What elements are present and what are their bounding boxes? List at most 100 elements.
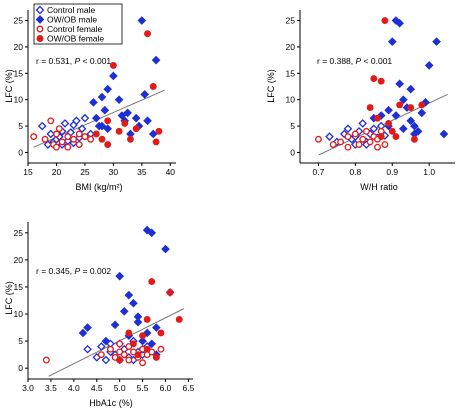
x-tick-label-0p9: 0.9 [386, 167, 398, 177]
point-ow-ob-female [132, 125, 140, 133]
legend-marker-ow-ob-female [36, 35, 44, 42]
legend-markers [35, 5, 45, 42]
legend-label-owob-female: OW/OB female [47, 34, 104, 44]
x-tick-label-3p5: 3.5 [45, 383, 57, 393]
point-ow-ob-male [91, 113, 101, 123]
y-tick-label-10: 10 [14, 95, 24, 105]
bmi-y-axis-title: LFC (%) [4, 69, 14, 103]
point-ow-ob-male [399, 95, 408, 105]
point-ow-ob-male [424, 61, 434, 70]
point-control-female [53, 143, 60, 151]
point-control-female [70, 135, 77, 143]
y-tick-label-25: 25 [286, 16, 296, 26]
point-ow-ob-female [385, 119, 393, 127]
point-ow-ob-male [421, 98, 430, 107]
point-ow-ob-male [115, 271, 124, 281]
point-ow-ob-male [103, 124, 113, 134]
point-ow-ob-male [143, 116, 152, 126]
point-ow-ob-male [147, 339, 157, 349]
point-control-female [30, 133, 38, 141]
x-tick-label-4p5: 4.5 [91, 383, 103, 393]
point-ow-ob-male [129, 298, 138, 308]
y-tick-label-5: 5 [18, 336, 23, 346]
point-ow-ob-female [149, 83, 157, 90]
point-ow-ob-female [175, 315, 183, 323]
point-control-female [125, 356, 133, 364]
x-tick-label-5: 5.0 [114, 383, 126, 393]
x-tick-label-35: 35 [137, 167, 147, 177]
point-control-female [329, 141, 337, 148]
point-ow-ob-male [399, 124, 408, 134]
point-ow-ob-male [148, 129, 158, 139]
point-ow-ob-male [114, 95, 124, 105]
point-ow-ob-male [387, 37, 397, 46]
x-tick-label-5p5: 5.5 [137, 383, 149, 393]
point-ow-ob-male [137, 16, 147, 25]
point-ow-ob-female [396, 101, 404, 109]
point-ow-ob-female [152, 353, 160, 361]
point-ow-ob-male [384, 105, 393, 115]
y-tick-label-5: 5 [18, 121, 23, 131]
x-tick-label-6p5: 6.5 [183, 383, 195, 393]
point-control-male [46, 129, 56, 139]
point-control-female [315, 135, 322, 143]
point-ow-ob-male [151, 55, 161, 65]
x-tick-label-30: 30 [109, 167, 119, 177]
point-ow-ob-male [119, 307, 129, 316]
y-tick-label-20: 20 [286, 42, 296, 52]
point-ow-ob-male [439, 129, 449, 139]
x-tick-label-0p8: 0.8 [349, 167, 361, 177]
y-tick-label-15: 15 [14, 282, 24, 292]
point-control-female [344, 143, 352, 151]
point-control-female [97, 351, 105, 359]
point-ow-ob-female [410, 135, 418, 143]
point-ow-ob-male [97, 121, 107, 131]
x-tick-label-3: 3.0 [22, 383, 34, 393]
hba1c-correlation-text: r = 0.345, P = 0.002 [36, 266, 111, 276]
point-ow-ob-male [133, 312, 143, 322]
point-control-female [381, 141, 389, 148]
x-tick-label-1: 1.0 [423, 167, 435, 177]
y-tick-label-15: 15 [286, 68, 296, 78]
point-ow-ob-male [410, 121, 419, 131]
point-ow-ob-female [115, 127, 123, 135]
point-control-female [75, 141, 83, 148]
point-ow-ob-male [140, 90, 150, 99]
legend-label-control-female: Control female [47, 24, 103, 34]
point-ow-ob-female [143, 345, 151, 353]
bmi-correlation-text: r = 0.531, P < 0.001 [36, 56, 111, 66]
y-tick-label-20: 20 [14, 255, 24, 265]
point-ow-ob-female [157, 329, 165, 337]
point-ow-ob-male [406, 116, 416, 126]
point-ow-ob-male [395, 18, 404, 28]
point-control-female [75, 130, 83, 138]
point-ow-ob-male [152, 323, 161, 332]
y-tick-label-0: 0 [18, 147, 23, 157]
point-control-female [355, 141, 363, 148]
point-control-male [83, 344, 92, 354]
point-control-female [81, 133, 89, 141]
point-ow-ob-male [395, 79, 404, 89]
y-tick-label-25: 25 [14, 16, 24, 26]
point-ow-ob-female [366, 104, 374, 112]
point-control-female [41, 135, 49, 143]
point-control-female [87, 135, 95, 143]
point-control-female [366, 138, 374, 146]
point-ow-ob-male [83, 323, 92, 332]
point-ow-ob-female [92, 130, 100, 138]
point-control-female [107, 345, 114, 353]
point-control-female [58, 138, 66, 146]
wh-correlation-text: r = 0.388, P < 0.001 [317, 56, 392, 66]
y-tick-label-10: 10 [14, 309, 24, 319]
point-control-female [362, 127, 370, 135]
legend-marker-control-male [35, 5, 45, 15]
point-ow-ob-male [432, 37, 441, 46]
point-control-female [42, 356, 50, 364]
point-ow-ob-male [103, 84, 113, 94]
point-ow-ob-male [97, 92, 107, 102]
point-ow-ob-female [152, 138, 160, 146]
point-ow-ob-female [98, 135, 106, 143]
wh-x-axis-title: W/H ratio [360, 182, 398, 192]
y-tick-label-5: 5 [290, 121, 295, 131]
